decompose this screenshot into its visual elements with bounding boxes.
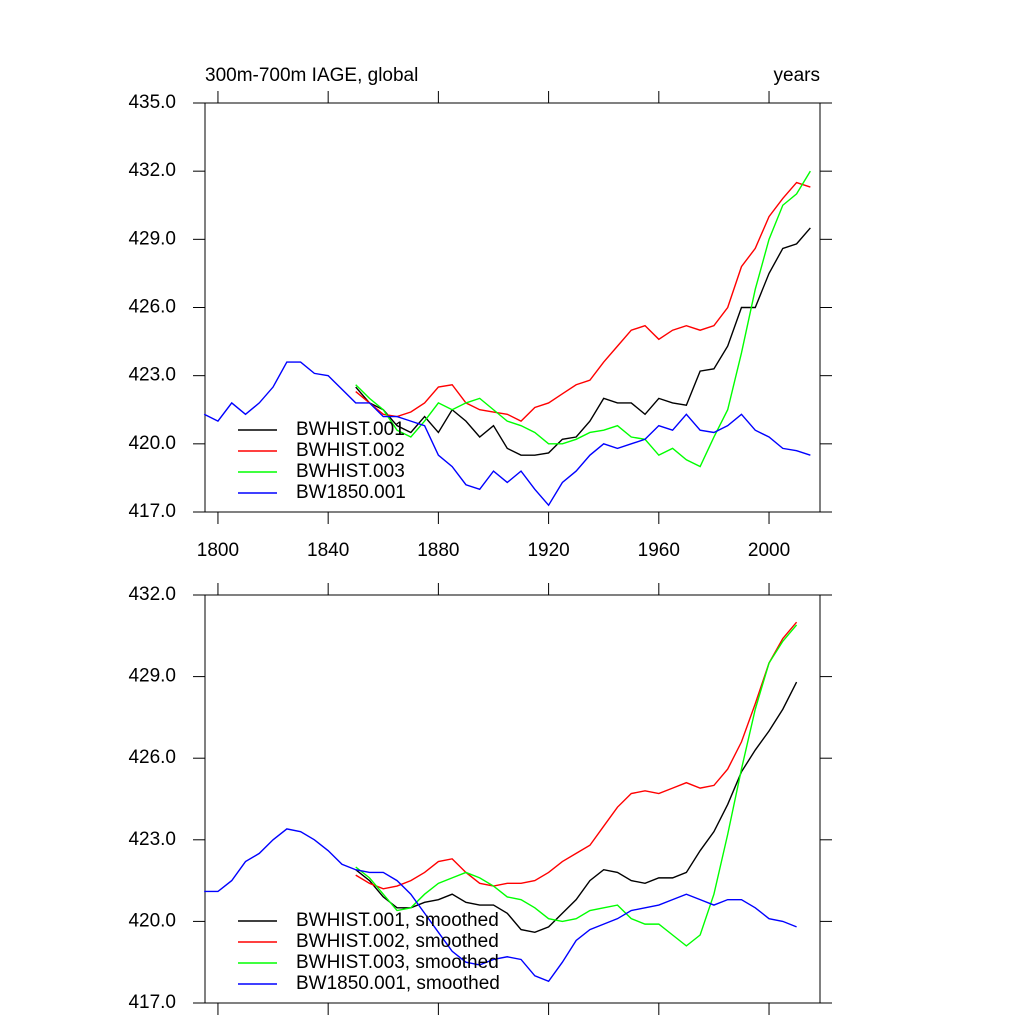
y-tick-label: 435.0 bbox=[128, 92, 176, 113]
data-line bbox=[355, 681, 798, 934]
y-tick-label: 420.0 bbox=[128, 433, 176, 454]
data-line bbox=[355, 181, 811, 422]
data-line bbox=[204, 828, 797, 983]
data-line bbox=[355, 227, 811, 456]
legend-label: BWHIST.003, smoothed bbox=[296, 952, 499, 973]
legend-label: BWHIST.001 bbox=[296, 419, 405, 440]
x-tick-label: 1840 bbox=[307, 540, 349, 561]
chart-title: 300m-700m IAGE, global bbox=[205, 65, 418, 86]
x-tick-label: 2000 bbox=[748, 540, 790, 561]
units-label: years bbox=[774, 65, 820, 86]
data-line bbox=[355, 624, 798, 947]
y-tick-label: 432.0 bbox=[128, 160, 176, 181]
y-tick-label: 429.0 bbox=[128, 228, 176, 249]
legend-label: BWHIST.002 bbox=[296, 440, 405, 461]
y-tick-label: 420.0 bbox=[128, 910, 176, 931]
data-line bbox=[203, 361, 811, 507]
x-tick-label: 1880 bbox=[417, 540, 459, 561]
legend-label: BWHIST.001, smoothed bbox=[296, 910, 499, 931]
legend-label: BWHIST.002, smoothed bbox=[296, 931, 499, 952]
data-line bbox=[355, 621, 798, 890]
x-tick-label: 1920 bbox=[527, 540, 569, 561]
y-tick-label: 429.0 bbox=[128, 666, 176, 687]
y-tick-label: 426.0 bbox=[128, 297, 176, 318]
plot-frame bbox=[204, 594, 821, 1004]
x-tick-label: 1960 bbox=[638, 540, 680, 561]
legend-label: BW1850.001 bbox=[296, 482, 406, 503]
y-tick-label: 417.0 bbox=[128, 992, 176, 1013]
y-tick-label: 423.0 bbox=[128, 829, 176, 850]
y-tick-label: 417.0 bbox=[128, 501, 176, 522]
x-tick-label: 1800 bbox=[197, 540, 239, 561]
legend-label: BWHIST.003 bbox=[296, 461, 405, 482]
y-tick-label: 432.0 bbox=[128, 584, 176, 605]
data-line bbox=[355, 170, 811, 468]
legend-label: BW1850.001, smoothed bbox=[296, 973, 500, 994]
y-tick-label: 423.0 bbox=[128, 365, 176, 386]
y-tick-label: 426.0 bbox=[128, 747, 176, 768]
